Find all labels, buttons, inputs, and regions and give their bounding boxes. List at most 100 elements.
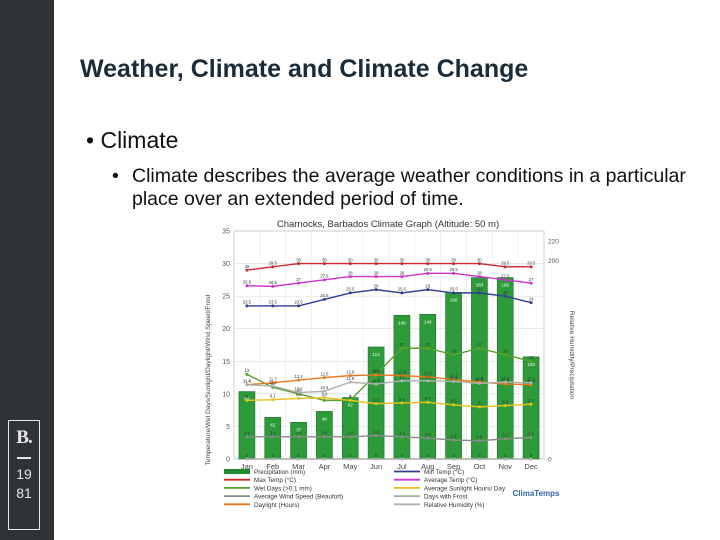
series-point bbox=[271, 284, 275, 288]
series-point bbox=[271, 384, 275, 388]
series-point-label: 3.1 bbox=[502, 433, 508, 438]
logo-divider bbox=[17, 457, 31, 459]
bullet-level2-text: Climate describes the average weather co… bbox=[132, 165, 686, 210]
series-point bbox=[452, 262, 456, 266]
y-tick-left: 35 bbox=[222, 229, 230, 236]
series-point bbox=[322, 396, 326, 400]
series-point-label: 11.2 bbox=[269, 380, 278, 385]
series-point-label: 29 bbox=[245, 264, 250, 269]
precip-bar-label: 42 bbox=[270, 422, 276, 427]
precip-bar-label: 183 bbox=[476, 283, 484, 288]
series-point-label: 8.2 bbox=[502, 399, 508, 404]
series-point bbox=[400, 435, 404, 439]
series-point bbox=[374, 288, 378, 292]
chart-axes: 0 5 10 15 20 25 30 35 0 200 220 Jan Feb Mar Apr May Jun J… bbox=[222, 229, 559, 472]
series-point bbox=[374, 382, 378, 386]
bullet-level1-text: Climate bbox=[100, 127, 179, 153]
series-line bbox=[246, 272, 532, 288]
series-point-label: 8.5 bbox=[373, 397, 379, 402]
series-point bbox=[348, 291, 352, 295]
series-point-label: 12.2 bbox=[450, 373, 459, 378]
series-point-label: 8.3 bbox=[451, 399, 457, 404]
legend-entry: Daylight (Hours) bbox=[254, 502, 300, 509]
series-line bbox=[246, 347, 532, 402]
series-point bbox=[529, 359, 533, 363]
series-point bbox=[400, 291, 404, 295]
series-point bbox=[245, 383, 249, 387]
series-point bbox=[426, 288, 430, 292]
series-point bbox=[245, 398, 249, 402]
series-point bbox=[271, 435, 275, 439]
legend-swatch bbox=[224, 469, 250, 474]
series-point bbox=[271, 304, 275, 308]
bullet-level2: • Climate describes the average weather … bbox=[112, 165, 712, 211]
chart-title: Charnocks, Barbados Climate Graph (Altit… bbox=[277, 219, 499, 230]
series-point-label: 13 bbox=[374, 368, 379, 373]
x-tick-label: Jan bbox=[241, 462, 253, 471]
series-point bbox=[477, 405, 481, 409]
logo-letter: B. bbox=[16, 427, 32, 448]
series-point bbox=[374, 434, 378, 438]
series-point bbox=[297, 281, 301, 285]
series-point bbox=[322, 389, 326, 393]
series-point bbox=[426, 271, 430, 275]
legend-entry: Precipitation (mm) bbox=[254, 469, 305, 476]
chart-series-lines: 29 29.5 30 30 30 30 30 30 30 30 29.5 29.5 26.6 26.5 27… bbox=[243, 257, 536, 461]
bullet-dot: • bbox=[112, 165, 119, 187]
series-point bbox=[245, 304, 249, 308]
series-point-label: 25.5 bbox=[398, 287, 407, 292]
series-point bbox=[452, 353, 456, 357]
series-point-label: 0 bbox=[246, 453, 249, 458]
series-point bbox=[529, 265, 533, 269]
series-point-label: 12.9 bbox=[372, 369, 381, 374]
series-point-label: 13 bbox=[245, 368, 250, 373]
series-point-label: 30 bbox=[296, 257, 301, 262]
series-point bbox=[426, 400, 430, 404]
series-point bbox=[297, 262, 301, 266]
series-point bbox=[271, 457, 275, 461]
series-point-label: 0 bbox=[297, 453, 300, 458]
series-line bbox=[246, 374, 532, 386]
series-point-label: 30 bbox=[348, 257, 353, 262]
series-point bbox=[271, 265, 275, 269]
precip-bar-label: 183 bbox=[501, 283, 509, 288]
series-point-label: 0 bbox=[452, 453, 455, 458]
series-point-label: 11.4 bbox=[243, 379, 252, 384]
series-point bbox=[348, 262, 352, 266]
series-point bbox=[529, 281, 533, 285]
series-point-label: 26 bbox=[425, 283, 430, 288]
series-point-label: 8.7 bbox=[425, 396, 431, 401]
series-point-label: 10 bbox=[296, 388, 301, 393]
series-point-label: 9 bbox=[246, 394, 249, 399]
chart-brand: ClimaTemps bbox=[513, 489, 561, 498]
series-point bbox=[477, 275, 481, 279]
series-point bbox=[348, 275, 352, 279]
series-point bbox=[297, 378, 301, 382]
y-tick-left: 20 bbox=[222, 326, 230, 333]
legend-entry: Average Sunlight Hours/ Day bbox=[424, 485, 506, 492]
series-point bbox=[348, 398, 352, 402]
series-point bbox=[477, 291, 481, 295]
bullet-level1: • Climate bbox=[86, 127, 178, 154]
series-point-label: 11.5 bbox=[372, 378, 381, 383]
series-point-label: 8.4 bbox=[528, 398, 534, 403]
series-point bbox=[297, 457, 301, 461]
series-point-label: 11.8 bbox=[346, 376, 355, 381]
series-point-label: 23.5 bbox=[243, 300, 252, 305]
legend-entry: Min Temp (°C) bbox=[424, 468, 464, 476]
series-point bbox=[374, 275, 378, 279]
y-tick-left: 30 bbox=[222, 261, 230, 268]
series-point-label: 28 bbox=[348, 270, 353, 275]
legend-entry: Wet Days (>0.1 mm) bbox=[254, 485, 312, 492]
series-point bbox=[529, 436, 533, 440]
series-point bbox=[477, 262, 481, 266]
series-point-label: 8.6 bbox=[399, 397, 405, 402]
series-point-label: 11.9 bbox=[450, 375, 459, 380]
logo-year-top: 19 bbox=[16, 466, 32, 482]
legend-entry: Average Wind Speed (Beaufort) bbox=[254, 494, 343, 501]
series-point bbox=[529, 381, 533, 385]
series-point-label: 0 bbox=[375, 453, 378, 458]
series-point-label: 30 bbox=[477, 257, 482, 262]
series-point bbox=[400, 379, 404, 383]
precip-bar-label: 168 bbox=[450, 297, 458, 302]
